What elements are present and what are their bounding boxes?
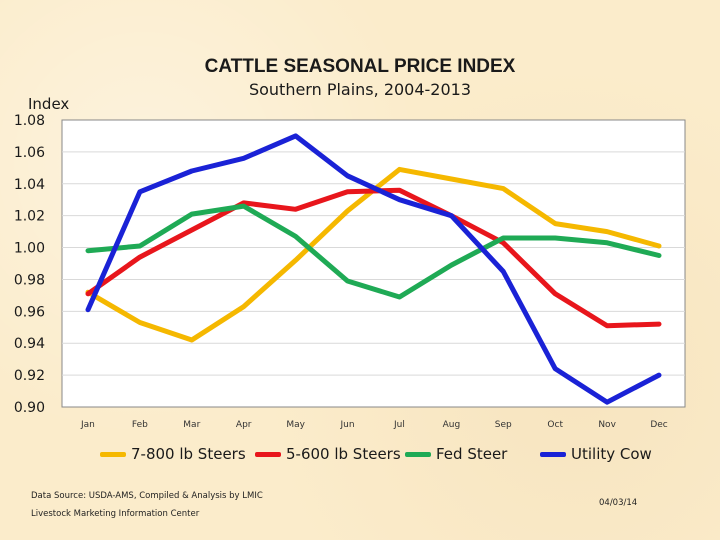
y-tick-label: 0.94: [14, 336, 45, 352]
chart-title: CATTLE SEASONAL PRICE INDEX: [204, 56, 516, 77]
legend-label: Utility Cow: [571, 445, 652, 463]
chart-subtitle: Southern Plains, 2004-2013: [248, 80, 472, 99]
slide-date: 04/03/14: [599, 498, 638, 508]
x-tick-label: Aug: [443, 420, 461, 430]
legend-swatch: [540, 451, 566, 457]
y-axis-label: Index: [28, 95, 70, 113]
legend-item: 5-600 lb Steers: [255, 443, 401, 465]
x-tick-label: Sep: [495, 420, 512, 430]
legend-swatch: [255, 451, 281, 457]
x-tick-label: Jun: [340, 420, 355, 430]
x-tick-label: Jan: [80, 420, 95, 430]
legend-label: 7-800 lb Steers: [131, 445, 246, 463]
y-tick-label: 1.02: [14, 209, 45, 225]
y-tick-label: 0.98: [14, 272, 45, 288]
legend-label: Fed Steer: [436, 445, 508, 463]
legend-label: 5-600 lb Steers: [286, 445, 401, 463]
y-tick-label: 0.96: [14, 304, 45, 320]
legend-swatch: [405, 451, 431, 457]
series-line-5-600-lb-steers: [85, 187, 662, 329]
data-source-note: Data Source: USDA-AMS, Compiled & Analys…: [31, 491, 263, 501]
series-line-fed-steer: [85, 203, 662, 300]
y-tick-label: 1.06: [14, 145, 45, 161]
legend-item: Utility Cow: [540, 443, 652, 465]
organization-name: Livestock Marketing Information Center: [31, 509, 200, 519]
y-tick-label: 1.08: [14, 113, 45, 129]
y-tick-label: 0.92: [14, 368, 45, 384]
x-tick-label: Dec: [650, 420, 667, 430]
plot-area: [61, 119, 686, 408]
x-tick-label: Mar: [183, 420, 200, 430]
x-tick-label: Nov: [598, 420, 616, 430]
legend-item: Fed Steer: [405, 443, 507, 465]
series-line-utility-cow: [85, 133, 662, 405]
chart-legend: 7-800 lb Steers 5-600 lb Steers Fed Steer U…: [100, 443, 660, 465]
x-tick-label: Jul: [393, 420, 405, 430]
legend-item: 7-800 lb Steers: [100, 443, 246, 465]
y-tick-label: 0.90: [14, 400, 45, 416]
x-tick-label: Feb: [132, 420, 148, 430]
legend-swatch: [100, 451, 126, 457]
x-tick-label: Apr: [236, 420, 252, 430]
y-tick-label: 1.00: [14, 241, 45, 257]
x-tick-label: May: [286, 420, 305, 430]
y-tick-label: 1.04: [14, 177, 45, 193]
x-tick-label: Oct: [547, 420, 563, 430]
